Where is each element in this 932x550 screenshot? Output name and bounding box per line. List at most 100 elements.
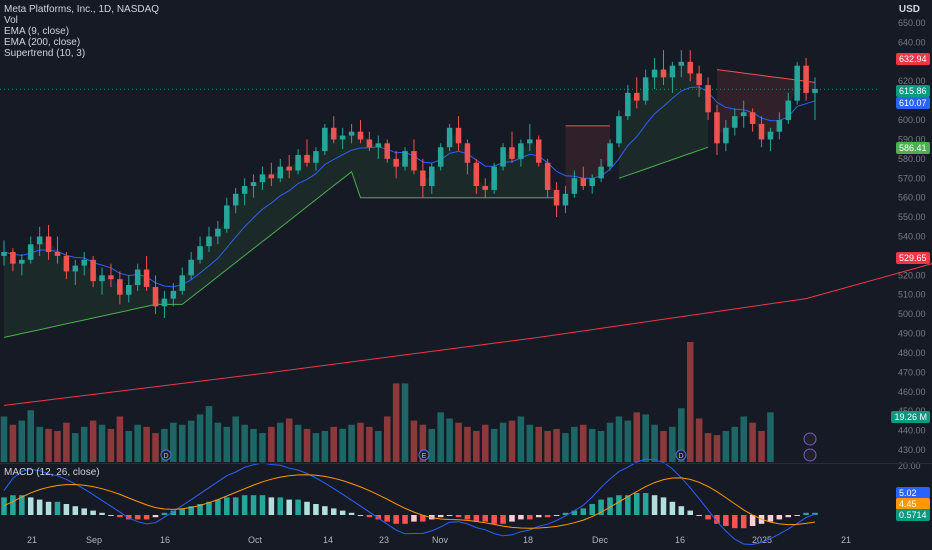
macd-histogram-bar bbox=[81, 508, 87, 515]
candle-body bbox=[286, 166, 292, 171]
macd-histogram-bar bbox=[678, 506, 685, 515]
candle-body bbox=[723, 127, 729, 144]
macd-histogram-bar bbox=[437, 515, 444, 518]
price-tick-label: 540.00 bbox=[898, 232, 926, 242]
macd-histogram-bar bbox=[598, 499, 604, 515]
candle-body bbox=[794, 65, 800, 101]
candle-body bbox=[455, 127, 462, 144]
volume-bar bbox=[250, 428, 257, 462]
candle-body bbox=[607, 143, 613, 167]
macd-histogram-bar bbox=[812, 512, 818, 515]
volume-bar bbox=[294, 424, 302, 462]
volume-bar bbox=[686, 342, 694, 462]
candle-body bbox=[348, 131, 355, 136]
macd-histogram-bar bbox=[348, 512, 355, 515]
candle-body bbox=[313, 151, 319, 163]
macd-histogram-bar bbox=[446, 515, 453, 516]
macd-label[interactable]: MACD (12, 26, close) bbox=[4, 467, 100, 478]
last-price-tag: 615.86 bbox=[896, 85, 930, 97]
macd-histogram-bar bbox=[232, 497, 239, 515]
candle-body bbox=[1, 252, 7, 256]
event-marker-label: D bbox=[678, 453, 683, 460]
symbol-title[interactable]: Meta Platforms, Inc., 1D, NASDAQ bbox=[4, 4, 160, 15]
price-tick-label: 480.00 bbox=[898, 348, 926, 358]
volume-bar bbox=[695, 418, 703, 462]
macd-histogram-bar bbox=[651, 495, 658, 515]
volume-bar bbox=[161, 428, 168, 462]
indicator-ema200[interactable]: EMA (200, close) bbox=[4, 37, 81, 48]
macd-histogram-bar bbox=[455, 515, 462, 518]
volume-bar bbox=[606, 422, 614, 462]
macd-histogram-bar bbox=[402, 515, 408, 524]
volume-bar bbox=[9, 424, 17, 462]
macd-histogram-bar bbox=[482, 515, 489, 522]
volume-bar bbox=[259, 433, 266, 462]
volume-bar bbox=[285, 418, 293, 462]
price-tick-label: 620.00 bbox=[898, 76, 926, 86]
volume-bar bbox=[312, 433, 320, 462]
volume-bar bbox=[357, 422, 364, 462]
macd-histogram-bar bbox=[607, 497, 613, 515]
indicator-ema9[interactable]: EMA (9, close) bbox=[4, 26, 70, 37]
candle-body bbox=[562, 193, 569, 206]
legend: Meta Platforms, Inc., 1D, NASDAQ Vol EMA… bbox=[4, 4, 159, 59]
macd-histogram-bar bbox=[188, 506, 194, 515]
volume-bar bbox=[98, 424, 106, 462]
macd-histogram-bar bbox=[535, 515, 542, 518]
candle-body bbox=[108, 275, 114, 280]
volume-bar bbox=[214, 422, 222, 462]
macd-histogram-bar bbox=[36, 499, 43, 515]
candle-body bbox=[250, 182, 257, 187]
volume-bar bbox=[170, 422, 177, 462]
volume-bar bbox=[107, 428, 115, 462]
volume-bar bbox=[562, 433, 569, 462]
candle-body bbox=[295, 154, 301, 171]
volume-bar bbox=[348, 424, 355, 462]
macd-histogram-bar bbox=[295, 499, 301, 515]
currency-label[interactable]: USD bbox=[898, 4, 920, 15]
volume-bar bbox=[277, 422, 284, 462]
volume-bar bbox=[241, 424, 248, 462]
macd-histogram-bar bbox=[571, 510, 578, 515]
volume-bar bbox=[455, 422, 462, 462]
macd-histogram-bar bbox=[215, 499, 221, 515]
macd-histogram-bar bbox=[304, 501, 310, 515]
macd-histogram-bar bbox=[19, 495, 25, 515]
price-tick-label: 440.00 bbox=[898, 426, 926, 436]
macd-histogram-bar bbox=[732, 515, 738, 529]
volume-bar bbox=[36, 426, 43, 462]
price-tick-label: 500.00 bbox=[898, 309, 926, 319]
pane-divider[interactable] bbox=[0, 463, 932, 464]
macd-tick-label: 20.00 bbox=[898, 461, 921, 471]
candle-body bbox=[473, 162, 480, 187]
volume-bar bbox=[134, 424, 141, 462]
macd-histogram-bar bbox=[170, 510, 177, 515]
volume-bar bbox=[410, 420, 418, 462]
signal-tag: 4.45 bbox=[896, 498, 930, 510]
volume-bar bbox=[669, 426, 676, 462]
macd-histogram-bar bbox=[277, 497, 284, 515]
candle-body bbox=[544, 162, 551, 190]
indicator-supertrend[interactable]: Supertrend (10, 3) bbox=[4, 48, 86, 59]
candle-body bbox=[580, 178, 587, 187]
macd-histogram-bar bbox=[642, 493, 649, 515]
indicator-vol[interactable]: Vol bbox=[4, 15, 18, 26]
volume-bar bbox=[375, 430, 382, 462]
volume-tag: 19.26 M bbox=[891, 411, 930, 423]
volume-bar bbox=[54, 430, 61, 462]
volume-bar bbox=[544, 430, 551, 462]
candle-body bbox=[518, 143, 524, 159]
volume-bar bbox=[196, 414, 204, 462]
candle-body bbox=[732, 116, 738, 128]
candle-body bbox=[27, 244, 34, 260]
price-tick-label: 430.00 bbox=[898, 445, 926, 455]
supertrend-fill bbox=[4, 129, 557, 338]
volume-bar bbox=[660, 430, 667, 462]
macd-histogram-bar bbox=[393, 515, 399, 524]
macd-histogram-bar bbox=[330, 508, 337, 515]
macd-histogram-bar bbox=[339, 510, 346, 515]
candle-body bbox=[375, 143, 382, 148]
macd-histogram-bar bbox=[527, 515, 533, 520]
candle-body bbox=[322, 127, 328, 152]
